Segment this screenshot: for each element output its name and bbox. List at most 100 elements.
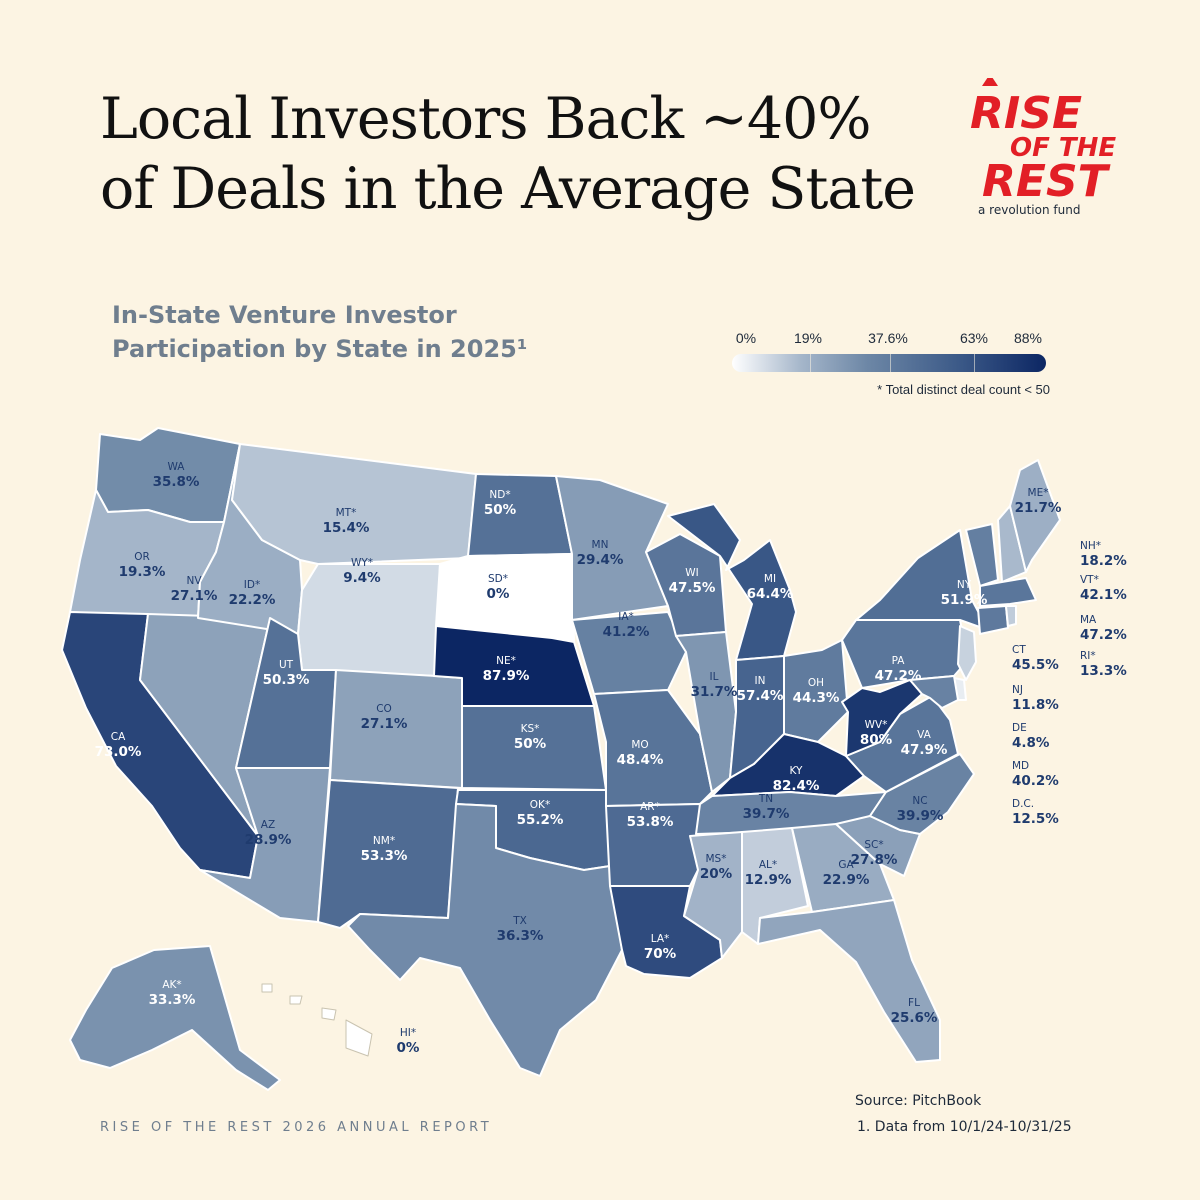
state-label-abbr: NC [912, 795, 927, 807]
side-label-value: 47.2% [1080, 627, 1127, 643]
state-label-value: 22.2% [229, 592, 276, 608]
state-mi [667, 503, 797, 661]
side-label-abbr: NH* [1080, 540, 1101, 552]
state-label-value: 73.0% [95, 744, 142, 760]
state-label-value: 80% [860, 732, 893, 748]
state-mo [593, 689, 713, 807]
source-note: Source: PitchBook 1. Data from 10/1/24-1… [855, 1088, 1072, 1140]
legend-divider [810, 354, 811, 372]
page-title: Local Investors Back ~40% of Deals in th… [100, 84, 960, 224]
state-label-abbr: WA [168, 461, 186, 473]
state-label-value: 47.5% [669, 580, 716, 596]
state-ak [69, 945, 281, 1091]
logo-line-1: RISE [970, 88, 1082, 139]
state-fl [757, 899, 941, 1063]
side-label-vt: VT* 42.1% [1080, 574, 1127, 603]
subtitle-line-1: In-State Venture Investor [112, 301, 457, 329]
side-label-abbr: MD [1012, 760, 1030, 772]
rise-of-the-rest-logo: RISE OF THE REST a revolution fund [970, 78, 1116, 217]
state-ar [605, 803, 701, 887]
state-ri [1005, 605, 1017, 627]
state-label-value: 31.7% [691, 684, 738, 700]
state-label-abbr: UT [279, 659, 294, 671]
state-label-value: 87.9% [483, 668, 530, 684]
side-label-de: DE 4.8% [1012, 722, 1049, 751]
logo-line-3: REST [982, 156, 1111, 207]
state-label-value: 25.6% [891, 1010, 938, 1026]
state-label-value: 57.4% [737, 688, 784, 704]
state-label-value: 29.4% [577, 552, 624, 568]
state-label-value: 21.7% [1015, 500, 1062, 516]
state-label-value: 50% [484, 502, 517, 518]
side-label-value: 13.3% [1080, 663, 1127, 679]
side-label-abbr: D.C. [1012, 798, 1035, 810]
state-label-abbr: MI [764, 573, 776, 585]
side-label-ma: MA 47.2% [1080, 614, 1127, 643]
state-label-abbr: AK* [162, 979, 181, 991]
state-label-value: 55.2% [517, 812, 564, 828]
side-label-abbr: DE [1012, 722, 1027, 734]
side-label-abbr: VT* [1080, 574, 1099, 586]
legend-tick: 37.6% [868, 330, 908, 346]
state-label-abbr: NE* [496, 655, 516, 667]
state-label-abbr: IN [755, 675, 766, 687]
state-label-abbr: KS* [521, 723, 540, 735]
side-label-nj: NJ 11.8% [1012, 684, 1059, 713]
state-label-abbr: HI* [400, 1027, 416, 1039]
side-label-ri: RI* 13.3% [1080, 650, 1127, 679]
state-label-abbr: TN [758, 793, 773, 805]
state-tx [347, 803, 623, 1077]
state-label-value: 53.3% [361, 848, 408, 864]
legend-divider [974, 354, 975, 372]
side-label-value: 45.5% [1012, 657, 1059, 673]
logo-tagline: a revolution fund [978, 203, 1080, 217]
color-legend: 0% 19% 37.6% 63% 88% * Total distinct de… [730, 330, 1050, 400]
side-label-value: 40.2% [1012, 773, 1059, 789]
title-line-2: of Deals in the Average State [100, 156, 916, 222]
state-label-abbr: NV [186, 575, 202, 587]
state-label-abbr: IL [710, 671, 719, 683]
state-label-value: 20% [700, 866, 733, 882]
side-label-nh: NH* 18.2% [1080, 540, 1127, 569]
state-mn [555, 475, 669, 621]
state-label-abbr: FL [908, 997, 920, 1009]
state-label-value: 41.2% [603, 624, 650, 640]
state-label-abbr: CO [376, 703, 392, 715]
state-label-abbr: AL* [759, 859, 777, 871]
state-label-value: 12.9% [745, 872, 792, 888]
title-line-1: Local Investors Back ~40% [100, 86, 872, 152]
state-label-value: 53.8% [627, 814, 674, 830]
side-label-value: 18.2% [1080, 553, 1127, 569]
state-label-abbr: NY [957, 579, 972, 591]
side-label-value: 12.5% [1012, 811, 1059, 827]
state-nj [957, 625, 977, 681]
state-label-value: 19.3% [119, 564, 166, 580]
state-label-value: 48.4% [617, 752, 664, 768]
data-range-note: 1. Data from 10/1/24-10/31/25 [857, 1119, 1072, 1135]
side-label-abbr: NJ [1012, 684, 1023, 696]
side-label-dc: D.C. 12.5% [1012, 798, 1059, 827]
state-label-abbr: OR [134, 551, 150, 563]
state-me [1009, 459, 1061, 573]
state-hi-kauai [261, 983, 273, 993]
legend-divider [890, 354, 891, 372]
state-label-abbr: ND* [489, 489, 510, 501]
state-label-abbr: MN [592, 539, 609, 551]
state-label-abbr: SD* [488, 573, 508, 585]
state-label-abbr: TX [512, 915, 527, 927]
state-label-value: 27.8% [851, 852, 898, 868]
state-ma [979, 577, 1037, 607]
source-text: Source: PitchBook [855, 1093, 982, 1109]
state-label-abbr: SC* [864, 839, 883, 851]
state-hi-oahu [289, 995, 303, 1005]
logo-line-2: OF THE [1010, 133, 1116, 163]
state-label-value: 47.9% [901, 742, 948, 758]
legend-tick: 19% [793, 330, 823, 346]
state-label-value: 9.4% [343, 570, 381, 586]
map-subtitle: In-State Venture Investor Participation … [112, 298, 632, 366]
state-label-abbr: MO [631, 739, 648, 751]
state-label-value: 39.7% [743, 806, 790, 822]
report-footer: RISE OF THE REST 2026 ANNUAL REPORT [100, 1120, 493, 1135]
legend-tick: 63% [959, 330, 989, 346]
state-hi-big [345, 1019, 373, 1057]
